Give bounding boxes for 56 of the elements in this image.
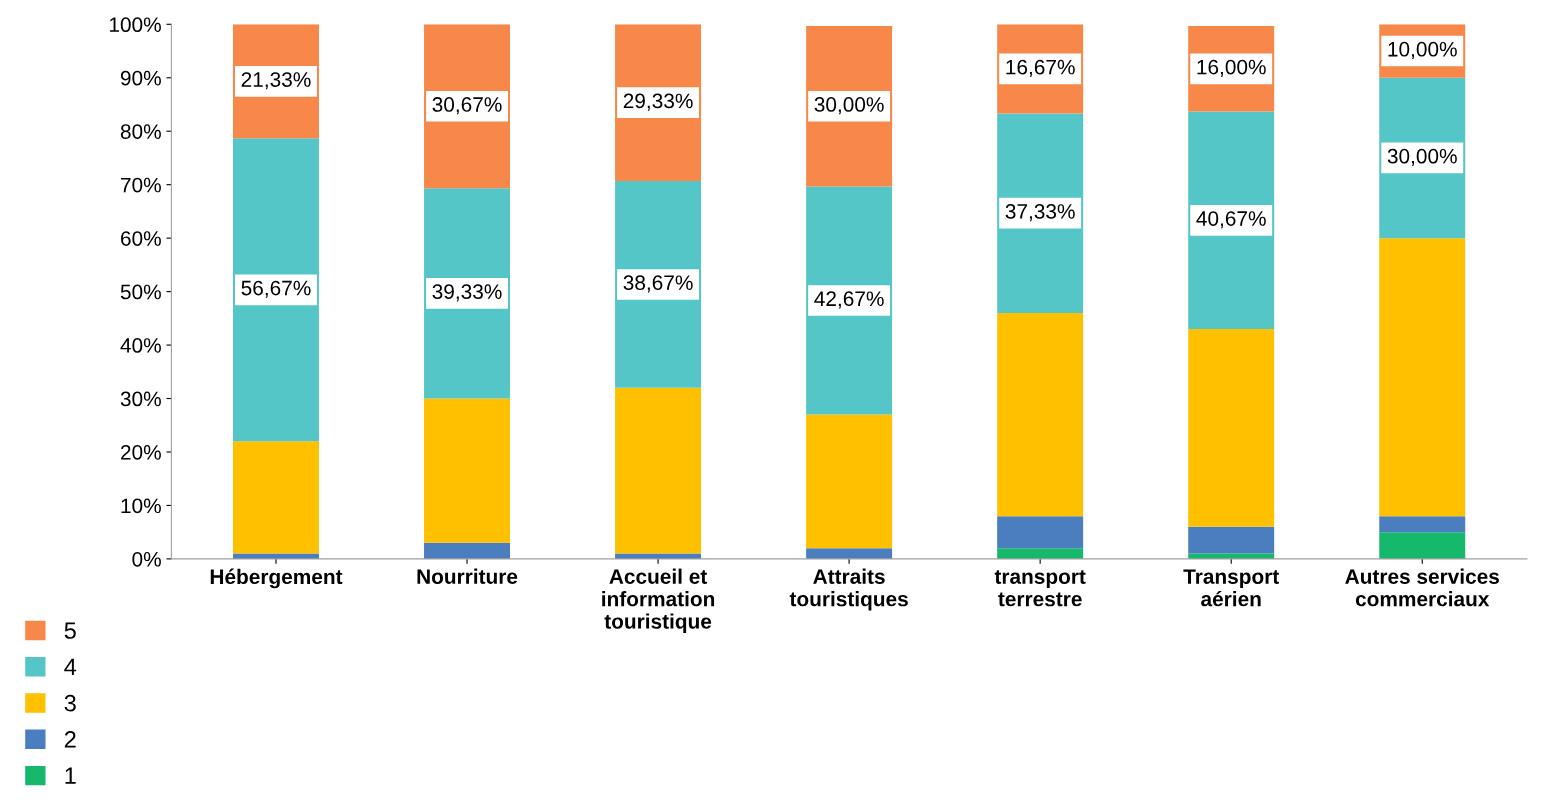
bar	[806, 414, 893, 549]
data-label: 40,67%	[1196, 211, 1266, 229]
bar	[232, 441, 319, 554]
bar	[997, 312, 1084, 517]
data-label: 42,67%	[814, 291, 884, 309]
data-label: 10,00%	[1388, 41, 1457, 60]
data-label: 30,00%	[814, 97, 884, 115]
y-tick-label: 90%	[120, 70, 161, 86]
bar	[1379, 516, 1466, 533]
y-tick-label: 60%	[121, 231, 161, 246]
x-tick-label: Transport aérien	[1183, 569, 1279, 607]
bar	[997, 516, 1084, 549]
legend-label: 3	[64, 694, 76, 712]
data-label: 16,00%	[1197, 59, 1266, 77]
y-tick-label: 20%	[121, 444, 161, 460]
y-tick-label: 30%	[120, 391, 161, 407]
data-label: 37,33%	[1005, 204, 1075, 222]
bar	[997, 548, 1084, 559]
bar	[424, 542, 511, 559]
y-tick-label: 10%	[121, 498, 161, 514]
bar	[806, 186, 893, 415]
bar	[1379, 532, 1466, 559]
x-tick-label: Hébergement	[210, 568, 343, 589]
data-label: 56,67%	[241, 280, 311, 298]
legend-label: 4	[64, 658, 77, 675]
x-tick-label: Nourriture	[417, 568, 518, 584]
y-tick-label: 100%	[109, 17, 161, 33]
bar	[424, 398, 511, 543]
y-tick-label: 40%	[120, 338, 161, 353]
legend-label: 1	[65, 767, 76, 784]
data-label: 21,33%	[241, 72, 311, 90]
y-tick-label: 70%	[121, 177, 161, 193]
bar	[232, 138, 319, 442]
y-tick-label: 80%	[120, 124, 161, 139]
x-tick-label: Attraits touristiques	[789, 568, 908, 611]
data-label: 30,67%	[432, 97, 502, 115]
legend-label: 5	[64, 622, 76, 639]
data-label: 30,00%	[1387, 148, 1457, 166]
x-tick-label: transport terrestre	[994, 570, 1086, 607]
bar	[1188, 111, 1275, 330]
bar	[615, 387, 702, 554]
data-label: 16,67%	[1006, 59, 1075, 77]
bar	[1379, 238, 1466, 517]
bar	[1188, 329, 1275, 527]
bar	[1188, 526, 1275, 554]
data-label: 39,33%	[432, 284, 502, 302]
x-tick-label: Accueil et information touristique	[602, 568, 715, 633]
bar	[615, 181, 702, 388]
bar	[806, 548, 893, 559]
data-label: 38,67%	[623, 275, 693, 293]
data-label: 29,33%	[623, 93, 693, 111]
x-tick-label: Autres services commerciaux	[1345, 568, 1499, 607]
legend-label: 2	[64, 731, 76, 748]
y-tick-label: 50%	[120, 284, 161, 300]
y-tick-label: 0%	[132, 551, 161, 567]
bar	[424, 188, 511, 399]
